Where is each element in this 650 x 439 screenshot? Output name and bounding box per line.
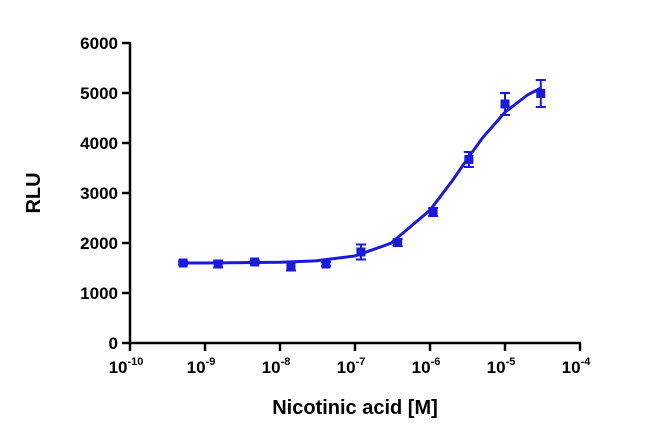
y-tick-label: 3000: [80, 184, 118, 203]
y-axis-label: RLU: [23, 172, 45, 213]
x-tick-exponent: -10: [128, 356, 144, 368]
x-tick-label: 10-7: [337, 356, 366, 377]
x-tick-label: 10-4: [562, 356, 592, 377]
marker: [500, 99, 510, 109]
x-tick-label: 10-10: [109, 356, 144, 377]
x-tick-label: 10-8: [262, 356, 291, 377]
y-tick-label: 1000: [80, 284, 118, 303]
y-tick-label: 0: [109, 334, 118, 353]
fit-curve: [182, 86, 542, 265]
x-tick-label: 10-9: [187, 356, 216, 377]
marker: [213, 259, 223, 269]
y-tick-label: 2000: [80, 234, 118, 253]
x-tick-base: 10: [109, 358, 128, 377]
y-tick-label: 6000: [80, 34, 118, 53]
marker: [393, 238, 403, 247]
x-tick-base: 10: [412, 358, 431, 377]
x-tick-label: 10-6: [412, 356, 441, 377]
marker: [178, 258, 188, 268]
marker: [536, 89, 546, 98]
x-tick-exponent: -7: [356, 356, 366, 368]
marker: [321, 259, 331, 269]
x-tick-base: 10: [262, 358, 281, 377]
marker: [428, 207, 438, 217]
marker: [250, 257, 260, 267]
x-tick-base: 10: [562, 358, 581, 377]
x-tick-base: 10: [337, 358, 356, 377]
x-tick-label: 10-5: [487, 356, 516, 377]
x-tick-exponent: -6: [431, 356, 441, 368]
x-tick-base: 10: [187, 358, 206, 377]
x-axis-label: Nicotinic acid [M]: [272, 397, 438, 419]
x-tick-base: 10: [487, 358, 506, 377]
x-tick-exponent: -8: [281, 356, 291, 368]
marker: [356, 247, 366, 257]
x-tick-exponent: -4: [581, 356, 592, 368]
x-tick-exponent: -5: [506, 356, 516, 368]
marker: [286, 262, 296, 271]
marker: [464, 155, 474, 164]
y-tick-label: 5000: [80, 84, 118, 103]
y-tick-label: 4000: [80, 134, 118, 153]
x-tick-exponent: -9: [206, 356, 216, 368]
